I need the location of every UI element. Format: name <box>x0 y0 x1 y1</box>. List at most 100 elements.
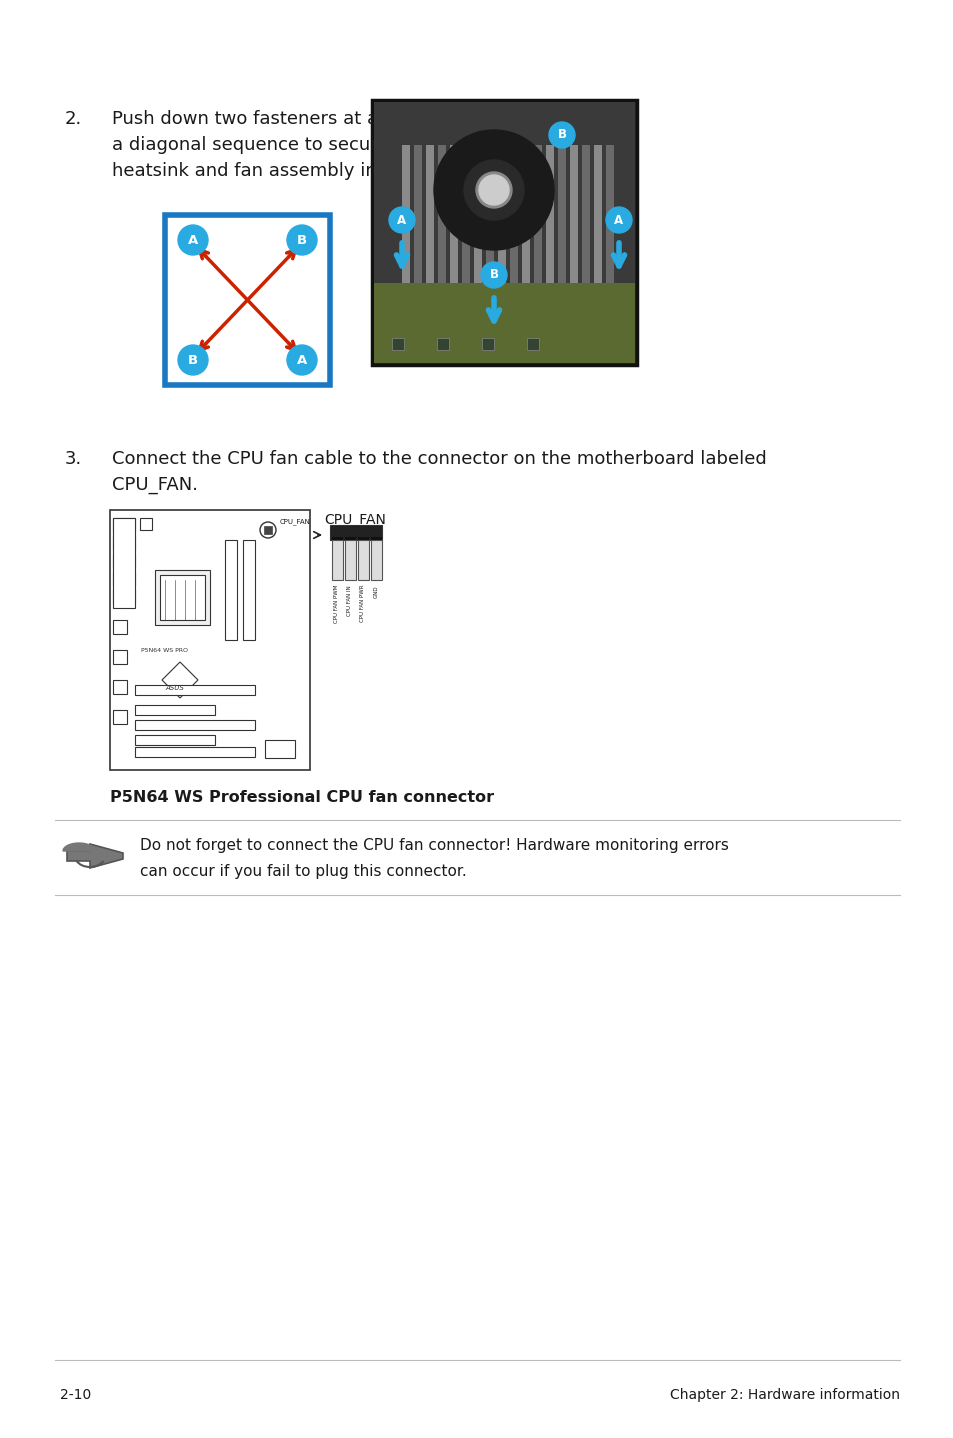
Polygon shape <box>67 844 123 869</box>
Text: 2.: 2. <box>65 109 82 128</box>
Circle shape <box>548 122 575 148</box>
Bar <box>112 518 135 608</box>
Bar <box>112 536 135 549</box>
Text: heatsink and fan assembly in place.: heatsink and fan assembly in place. <box>112 162 436 180</box>
Bar <box>371 536 381 541</box>
Bar <box>112 572 135 587</box>
Text: A: A <box>614 213 623 227</box>
Bar <box>481 338 494 349</box>
Bar <box>345 536 355 541</box>
Bar <box>510 145 517 360</box>
Bar <box>374 283 635 362</box>
Bar <box>392 338 403 349</box>
Circle shape <box>463 160 523 220</box>
Bar <box>414 145 421 360</box>
Text: Connect the CPU fan cable to the connector on the motherboard labeled: Connect the CPU fan cable to the connect… <box>112 450 766 467</box>
Text: A: A <box>296 354 307 367</box>
Text: CPU_FAN: CPU_FAN <box>324 513 386 526</box>
Polygon shape <box>63 843 99 851</box>
Circle shape <box>178 224 208 255</box>
Polygon shape <box>162 661 198 697</box>
Bar <box>357 541 369 580</box>
Bar <box>112 518 135 532</box>
Circle shape <box>480 262 506 288</box>
Bar <box>154 569 210 626</box>
Bar <box>526 338 538 349</box>
Bar <box>437 145 446 360</box>
Text: Push down two fasteners at a time in: Push down two fasteners at a time in <box>112 109 446 128</box>
Bar <box>485 145 494 360</box>
Text: 3.: 3. <box>65 450 82 467</box>
Text: a diagonal sequence to secure the: a diagonal sequence to secure the <box>112 137 423 154</box>
Bar <box>264 526 272 533</box>
Text: A: A <box>188 233 198 246</box>
Text: Do not forget to connect the CPU fan connector! Hardware monitoring errors: Do not forget to connect the CPU fan con… <box>140 838 728 853</box>
Bar <box>160 575 205 620</box>
Bar <box>332 541 343 580</box>
Text: P5N64 WS PRO: P5N64 WS PRO <box>141 647 189 653</box>
Text: 2-10: 2-10 <box>60 1388 91 1402</box>
Circle shape <box>434 129 554 250</box>
Circle shape <box>605 207 631 233</box>
Bar <box>135 705 214 715</box>
Bar <box>534 145 541 360</box>
Circle shape <box>478 175 509 206</box>
Bar <box>135 720 254 731</box>
Bar <box>135 746 254 756</box>
Text: CPU FAN PWR: CPU FAN PWR <box>360 585 365 623</box>
Bar <box>112 620 127 634</box>
Bar <box>265 741 294 758</box>
Text: B: B <box>296 233 307 246</box>
Bar <box>581 145 589 360</box>
Bar <box>332 536 343 541</box>
Bar <box>374 102 635 362</box>
Bar <box>426 145 434 360</box>
Bar <box>112 650 127 664</box>
Bar <box>605 145 614 360</box>
Bar <box>225 541 236 640</box>
Bar <box>135 684 254 695</box>
Bar <box>112 710 127 723</box>
Bar <box>110 510 310 769</box>
Bar <box>112 590 135 604</box>
Circle shape <box>178 345 208 375</box>
Bar <box>371 541 381 580</box>
Bar <box>135 735 214 745</box>
Bar <box>372 101 637 365</box>
Circle shape <box>260 522 275 538</box>
Bar <box>436 338 449 349</box>
Bar <box>401 145 410 360</box>
Bar <box>461 145 470 360</box>
Text: P5N64 WS Professional CPU fan connector: P5N64 WS Professional CPU fan connector <box>110 789 494 805</box>
Text: CPU_FAN: CPU_FAN <box>280 519 311 525</box>
Bar <box>112 680 127 695</box>
Text: CPU FAN IN: CPU FAN IN <box>347 585 352 615</box>
Text: A: A <box>397 213 406 227</box>
Bar <box>558 145 565 360</box>
Circle shape <box>287 345 316 375</box>
Text: B: B <box>188 354 198 367</box>
Bar <box>140 518 152 531</box>
Bar <box>594 145 601 360</box>
Bar <box>357 536 369 541</box>
Text: CPU_FAN.: CPU_FAN. <box>112 476 198 495</box>
Text: GND: GND <box>374 585 378 598</box>
Bar <box>474 145 481 360</box>
Bar <box>345 541 355 580</box>
Bar <box>330 525 381 541</box>
Text: Chapter 2: Hardware information: Chapter 2: Hardware information <box>669 1388 899 1402</box>
Circle shape <box>476 173 512 209</box>
Circle shape <box>287 224 316 255</box>
Text: B: B <box>489 269 498 282</box>
Text: B: B <box>557 128 566 141</box>
Circle shape <box>389 207 415 233</box>
Bar <box>521 145 530 360</box>
Bar <box>165 216 330 385</box>
Text: CPU FAN PWM: CPU FAN PWM <box>335 585 339 624</box>
Bar <box>545 145 554 360</box>
Bar <box>243 541 254 640</box>
Text: can occur if you fail to plug this connector.: can occur if you fail to plug this conne… <box>140 864 466 879</box>
Bar <box>497 145 505 360</box>
Text: ASUS: ASUS <box>166 684 184 692</box>
Bar <box>112 554 135 568</box>
